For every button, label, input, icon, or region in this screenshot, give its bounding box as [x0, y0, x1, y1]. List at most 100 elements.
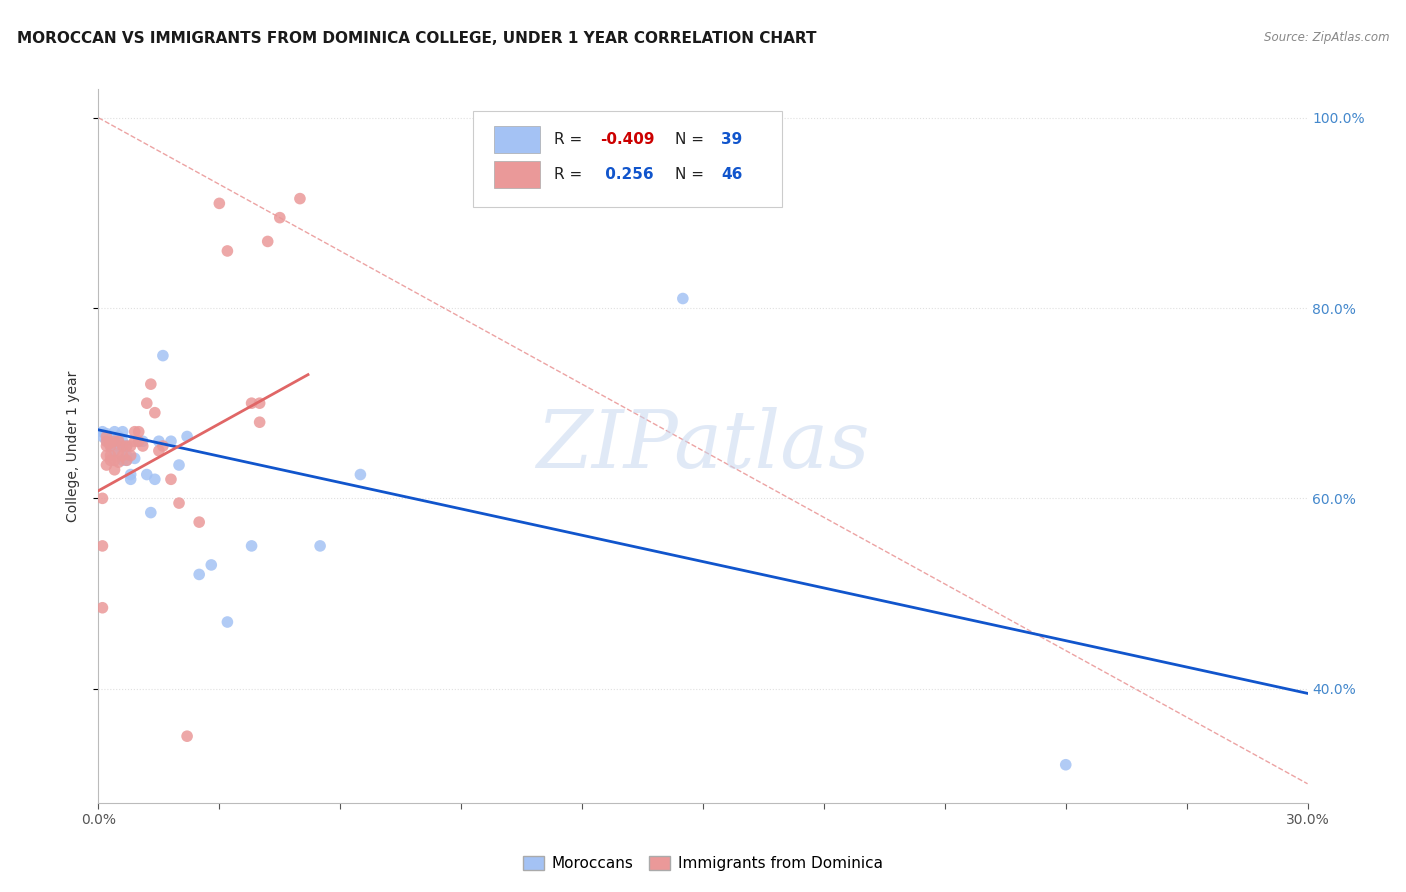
Point	[111, 453, 134, 467]
Point	[103, 463, 125, 477]
Point	[115, 439, 138, 453]
Point	[139, 506, 162, 520]
Point	[217, 615, 239, 629]
Point	[152, 349, 174, 363]
Text: 39: 39	[721, 132, 742, 146]
Point	[167, 496, 190, 510]
Point	[152, 439, 174, 453]
Point	[111, 439, 134, 453]
Point	[103, 453, 125, 467]
Text: Source: ZipAtlas.com: Source: ZipAtlas.com	[1264, 31, 1389, 45]
Point	[91, 429, 114, 443]
Point	[208, 196, 231, 211]
Point	[128, 434, 150, 449]
Point	[103, 434, 125, 449]
Point	[240, 396, 263, 410]
Point	[176, 729, 198, 743]
Text: N =: N =	[675, 168, 709, 182]
Point	[160, 434, 183, 449]
Point	[100, 439, 122, 453]
Point	[120, 449, 142, 463]
Point	[115, 449, 138, 463]
Point	[132, 434, 155, 449]
Point	[96, 449, 118, 463]
Point	[139, 377, 162, 392]
Point	[256, 235, 278, 249]
Point	[107, 429, 129, 443]
Point	[96, 434, 118, 449]
Point	[115, 439, 138, 453]
Point	[107, 434, 129, 449]
Point	[240, 539, 263, 553]
Point	[148, 434, 170, 449]
Point	[107, 439, 129, 453]
Text: N =: N =	[675, 132, 709, 146]
Point	[120, 439, 142, 453]
Point	[176, 429, 198, 443]
Point	[128, 434, 150, 449]
Text: 46: 46	[721, 168, 742, 182]
Point	[100, 449, 122, 463]
FancyBboxPatch shape	[494, 161, 540, 188]
FancyBboxPatch shape	[494, 126, 540, 153]
Point	[96, 434, 118, 449]
Text: 0.256: 0.256	[600, 168, 654, 182]
Legend: Moroccans, Immigrants from Dominica: Moroccans, Immigrants from Dominica	[517, 849, 889, 877]
Point	[135, 467, 157, 482]
Point	[188, 567, 211, 582]
Text: ZIPatlas: ZIPatlas	[536, 408, 870, 484]
Point	[1054, 757, 1077, 772]
Point	[217, 244, 239, 258]
Point	[672, 292, 695, 306]
Point	[115, 453, 138, 467]
Point	[200, 558, 222, 572]
Text: MOROCCAN VS IMMIGRANTS FROM DOMINICA COLLEGE, UNDER 1 YEAR CORRELATION CHART: MOROCCAN VS IMMIGRANTS FROM DOMINICA COL…	[17, 31, 817, 46]
Point	[143, 406, 166, 420]
Point	[96, 429, 118, 443]
Point	[132, 439, 155, 453]
Point	[120, 472, 142, 486]
Point	[249, 396, 271, 410]
Point	[143, 472, 166, 486]
Point	[96, 458, 118, 472]
Point	[111, 425, 134, 439]
Point	[269, 211, 291, 225]
Point	[167, 458, 190, 472]
Point	[288, 192, 311, 206]
Point	[349, 467, 371, 482]
Point	[107, 434, 129, 449]
Point	[128, 425, 150, 439]
Point	[100, 453, 122, 467]
Point	[96, 439, 118, 453]
Text: R =: R =	[554, 132, 588, 146]
Point	[120, 467, 142, 482]
Text: R =: R =	[554, 168, 588, 182]
Point	[91, 600, 114, 615]
Point	[107, 455, 129, 469]
Point	[309, 539, 332, 553]
Point	[91, 425, 114, 439]
Y-axis label: College, Under 1 year: College, Under 1 year	[66, 370, 80, 522]
Point	[100, 439, 122, 453]
Point	[148, 443, 170, 458]
Point	[124, 434, 146, 449]
Point	[115, 453, 138, 467]
Point	[103, 434, 125, 449]
Point	[103, 443, 125, 458]
Point	[100, 436, 122, 450]
Point	[111, 434, 134, 449]
Point	[91, 539, 114, 553]
Point	[124, 451, 146, 466]
Point	[111, 449, 134, 463]
Point	[103, 425, 125, 439]
Point	[96, 426, 118, 441]
Point	[135, 396, 157, 410]
Point	[249, 415, 271, 429]
Point	[188, 515, 211, 529]
FancyBboxPatch shape	[474, 111, 782, 207]
Point	[91, 491, 114, 506]
Point	[160, 472, 183, 486]
Point	[100, 434, 122, 449]
Point	[107, 445, 129, 459]
Point	[124, 425, 146, 439]
